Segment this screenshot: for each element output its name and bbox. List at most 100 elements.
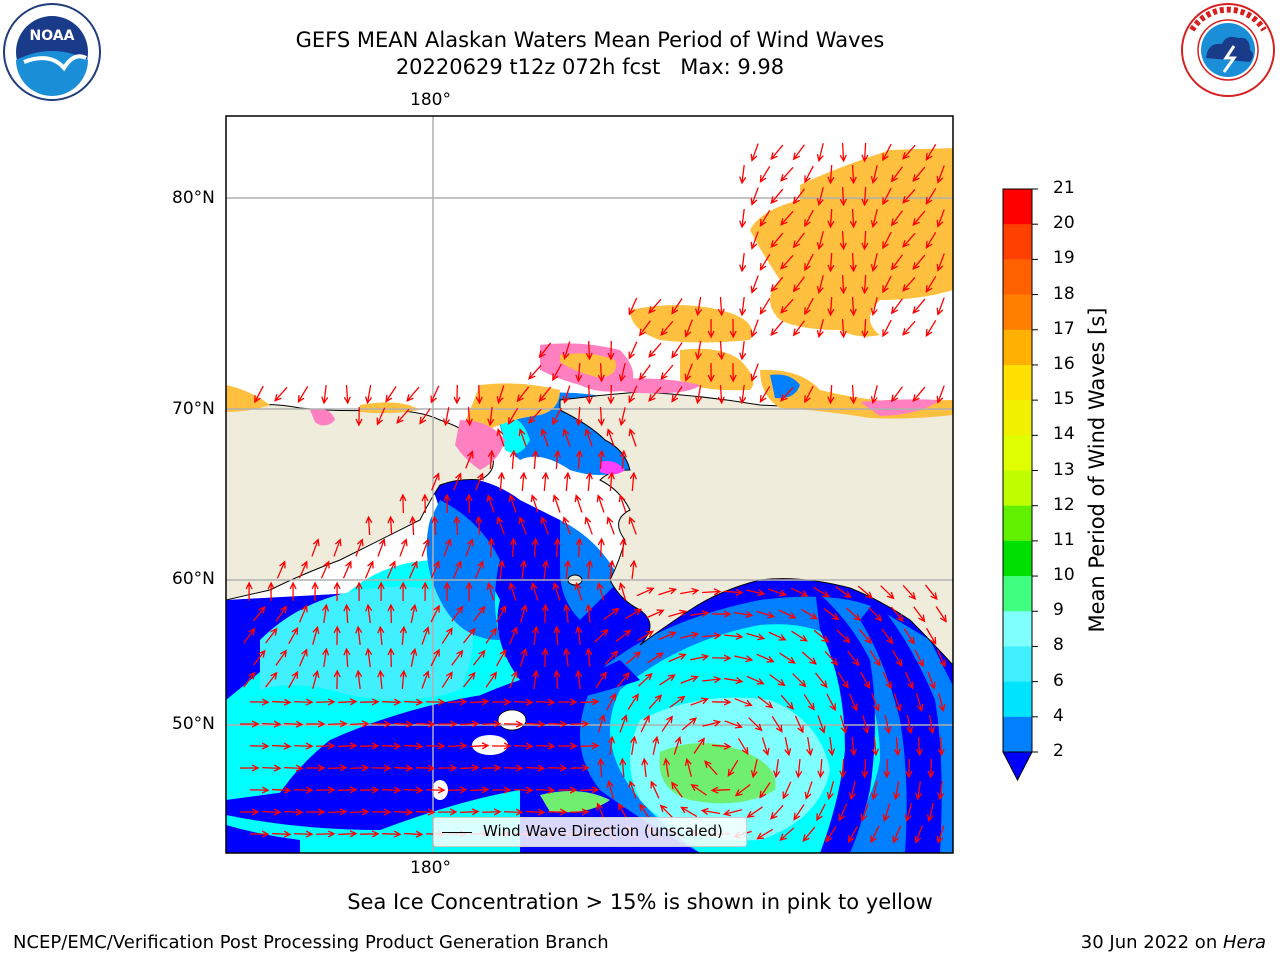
wind-wave-arrow	[595, 671, 607, 688]
wind-wave-arrow	[780, 386, 794, 402]
wind-wave-arrow	[915, 736, 923, 757]
colorbar-band	[1003, 189, 1032, 225]
wind-wave-arrow	[452, 560, 462, 579]
wind-wave-arrow	[333, 625, 341, 646]
wind-wave-arrow	[694, 297, 703, 317]
wind-wave-arrow	[780, 254, 794, 270]
wind-wave-arrow	[893, 693, 902, 712]
wind-wave-arrow	[712, 698, 732, 706]
colorbar-tick-label: 18	[1053, 283, 1075, 304]
wind-wave-arrow	[497, 471, 505, 492]
wind-wave-arrow	[902, 232, 916, 248]
wind-wave-arrow	[660, 364, 674, 380]
wind-wave-arrow	[750, 187, 759, 206]
wind-wave-arrow	[817, 758, 825, 779]
wind-wave-arrow	[748, 717, 763, 732]
wind-wave-arrow	[780, 298, 794, 314]
wind-wave-arrow	[690, 653, 710, 661]
wind-wave-arrow	[275, 605, 288, 622]
wind-wave-arrow	[387, 515, 395, 536]
wind-wave-arrow	[594, 628, 609, 643]
wind-wave-arrow	[862, 715, 870, 735]
wind-wave-arrow	[861, 230, 869, 251]
wind-wave-arrow	[936, 825, 945, 844]
wind-wave-arrow	[240, 808, 260, 816]
wind-wave-arrow	[914, 649, 924, 668]
wind-wave-arrow	[890, 210, 903, 227]
lon-label-bottom: 180°	[410, 858, 451, 878]
wind-wave-arrow	[861, 142, 869, 163]
wind-wave-arrow	[607, 340, 615, 361]
wind-wave-arrow	[530, 582, 539, 601]
wind-wave-arrow	[316, 742, 336, 750]
wind-wave-arrow	[536, 698, 556, 706]
wind-wave-arrow	[849, 736, 857, 757]
wind-wave-arrow	[625, 651, 642, 665]
wind-wave-arrow	[448, 698, 468, 706]
wind-wave-arrow	[507, 407, 519, 426]
colorbar-band	[1003, 400, 1032, 436]
colorbar-tick-label: 14	[1053, 424, 1075, 445]
wind-wave-arrow	[759, 297, 771, 315]
wind-wave-arrow	[936, 253, 945, 272]
wind-wave-arrow	[338, 786, 358, 794]
wind-wave-arrow	[372, 808, 392, 816]
wind-wave-arrow	[717, 340, 725, 361]
wind-wave-arrow	[438, 764, 458, 772]
wind-wave-arrow	[541, 559, 550, 580]
wind-wave-arrow	[659, 804, 674, 819]
wind-wave-arrow	[399, 493, 407, 514]
wind-wave-arrow	[338, 830, 358, 838]
wind-wave-arrow	[780, 166, 794, 182]
wind-wave-arrow	[729, 362, 737, 383]
wind-wave-arrow	[562, 341, 571, 360]
wind-wave-arrow	[637, 630, 655, 642]
wind-wave-arrow	[245, 581, 253, 602]
credit-right: 30 Jun 2022 on Hera	[1081, 932, 1266, 953]
wind-wave-arrow	[482, 720, 502, 728]
wind-wave-arrow	[350, 720, 370, 728]
wind-wave-arrow	[838, 803, 848, 822]
wind-wave-arrow	[779, 827, 795, 842]
wind-wave-arrow	[355, 406, 363, 427]
wind-wave-arrow	[937, 780, 945, 801]
wind-wave-arrow	[690, 609, 710, 618]
wind-wave-arrow	[860, 671, 871, 690]
wind-wave-arrow	[702, 632, 722, 640]
wind-wave-arrow	[360, 786, 380, 794]
wind-wave-arrow	[759, 385, 771, 403]
wind-wave-arrow	[394, 808, 414, 816]
wind-wave-arrow	[671, 342, 683, 359]
wind-wave-arrow	[804, 253, 814, 272]
wind-wave-arrow	[849, 384, 857, 405]
wind-wave-arrow	[294, 786, 314, 794]
wind-wave-arrow	[813, 629, 830, 643]
wind-wave-arrow	[619, 757, 627, 778]
wind-wave-arrow	[746, 632, 766, 641]
wind-wave-arrow	[541, 471, 549, 492]
wind-wave-arrow	[839, 230, 847, 251]
wind-wave-arrow	[660, 320, 674, 336]
wind-wave-arrow	[382, 742, 402, 750]
wind-wave-arrow	[816, 803, 826, 822]
wind-wave-arrow	[343, 647, 351, 668]
wind-wave-arrow	[801, 608, 819, 620]
wind-wave-arrow	[890, 166, 903, 183]
wind-wave-arrow	[385, 386, 397, 403]
wind-wave-arrow	[914, 825, 923, 844]
wind-wave-arrow	[663, 757, 671, 777]
wind-wave-arrow	[827, 384, 835, 405]
wind-wave-arrow	[465, 406, 473, 427]
wind-wave-arrow	[793, 804, 805, 821]
wind-wave-arrow	[430, 560, 440, 579]
wind-wave-arrow	[377, 669, 385, 690]
wind-wave-arrow	[254, 385, 264, 404]
wind-wave-arrow	[768, 631, 787, 641]
colorbar-tick-label: 8	[1053, 635, 1064, 656]
wind-wave-arrow	[496, 385, 505, 404]
wind-wave-arrow	[860, 803, 869, 822]
colorbar-underflow-triangle	[1002, 751, 1033, 782]
wind-wave-arrow	[638, 320, 651, 337]
wind-wave-arrow	[322, 603, 330, 624]
wind-wave-arrow	[769, 674, 786, 687]
